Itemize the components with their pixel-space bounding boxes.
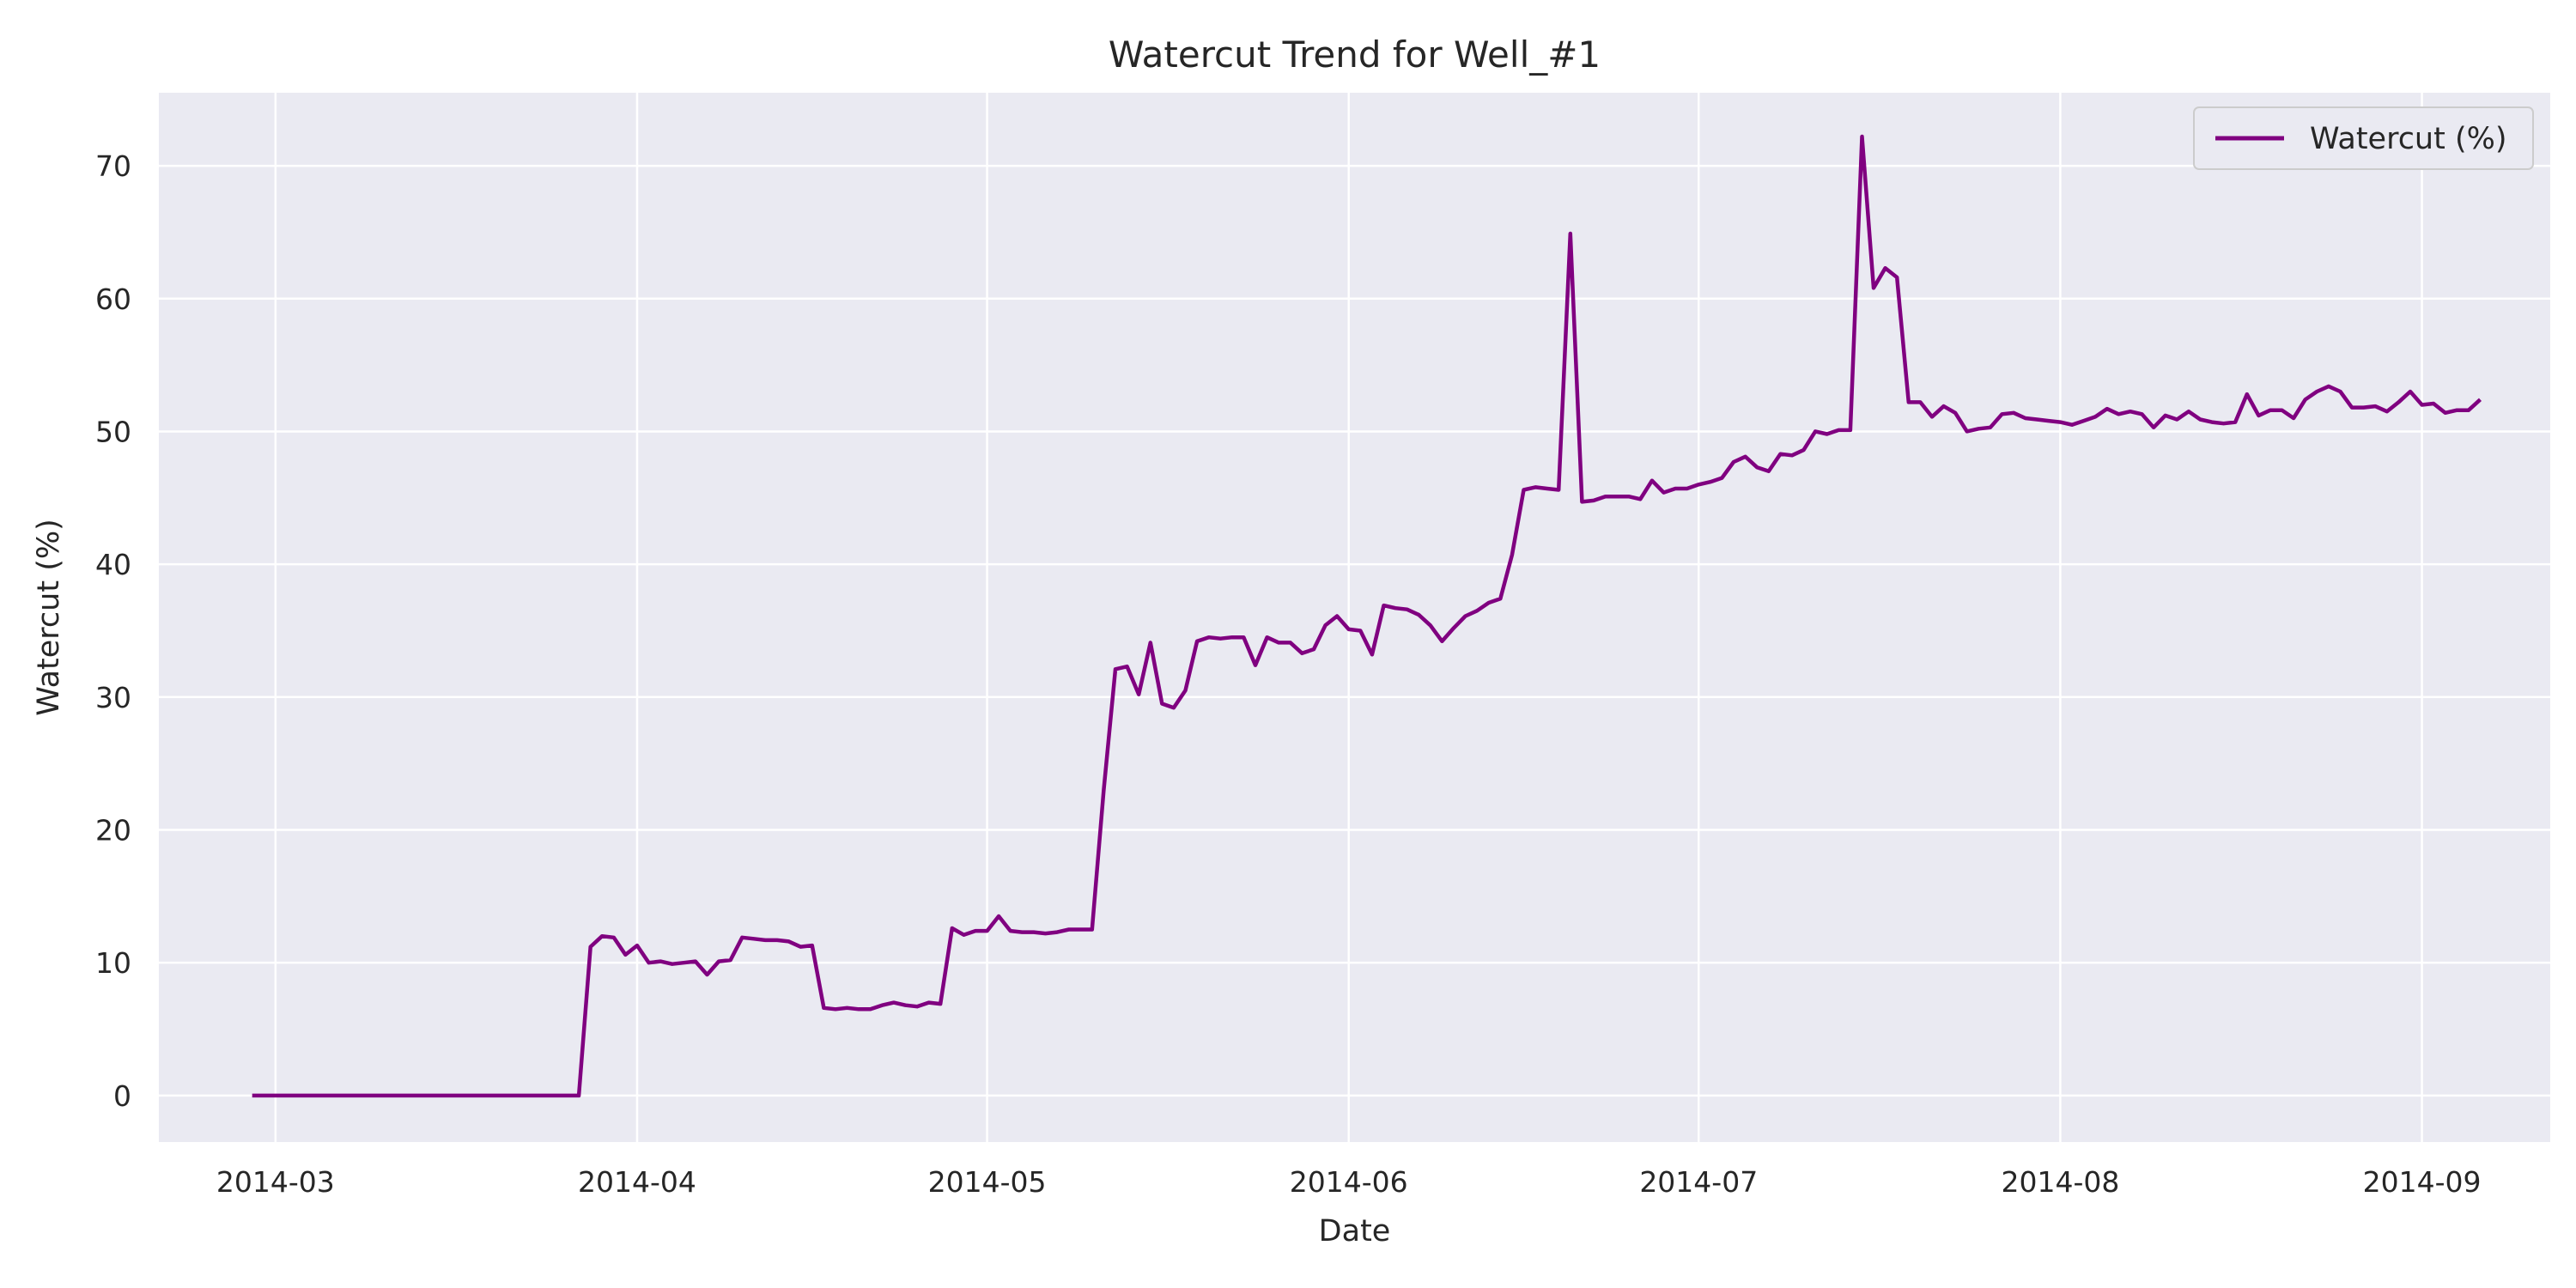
x-tick-label: 2014-08 — [2001, 1165, 2119, 1199]
y-tick-label: 50 — [95, 415, 131, 448]
tick-labels: 2014-03 2014-04 2014-05 2014-06 2014-07 2014-… — [95, 149, 2482, 1199]
y-tick-label: 60 — [95, 283, 131, 316]
x-tick-label: 2014-07 — [1639, 1165, 1758, 1199]
plot-area — [159, 93, 2550, 1142]
series-line-watercut — [252, 134, 2482, 1098]
series-layer — [252, 134, 2482, 1098]
y-tick-label: 40 — [95, 548, 131, 581]
y-axis-label: Watercut (%) — [32, 519, 66, 716]
y-tick-label: 0 — [113, 1079, 131, 1113]
x-tick-label: 2014-05 — [928, 1165, 1047, 1199]
x-tick-label: 2014-09 — [2363, 1165, 2482, 1199]
y-tick-label: 70 — [95, 149, 131, 183]
chart-title: Watercut Trend for Well_#1 — [1109, 33, 1601, 76]
x-tick-label: 2014-03 — [216, 1165, 335, 1199]
legend-entry-watercut: Watercut (%) — [2310, 122, 2507, 156]
y-tick-label: 30 — [95, 681, 131, 714]
x-axis-label: Date — [1319, 1214, 1391, 1249]
y-tick-label: 10 — [95, 946, 131, 980]
legend: Watercut (%) — [2193, 106, 2534, 170]
x-tick-label: 2014-04 — [578, 1165, 696, 1199]
legend-box — [2193, 106, 2534, 170]
y-tick-label: 20 — [95, 813, 131, 847]
x-tick-label: 2014-06 — [1290, 1165, 1408, 1199]
